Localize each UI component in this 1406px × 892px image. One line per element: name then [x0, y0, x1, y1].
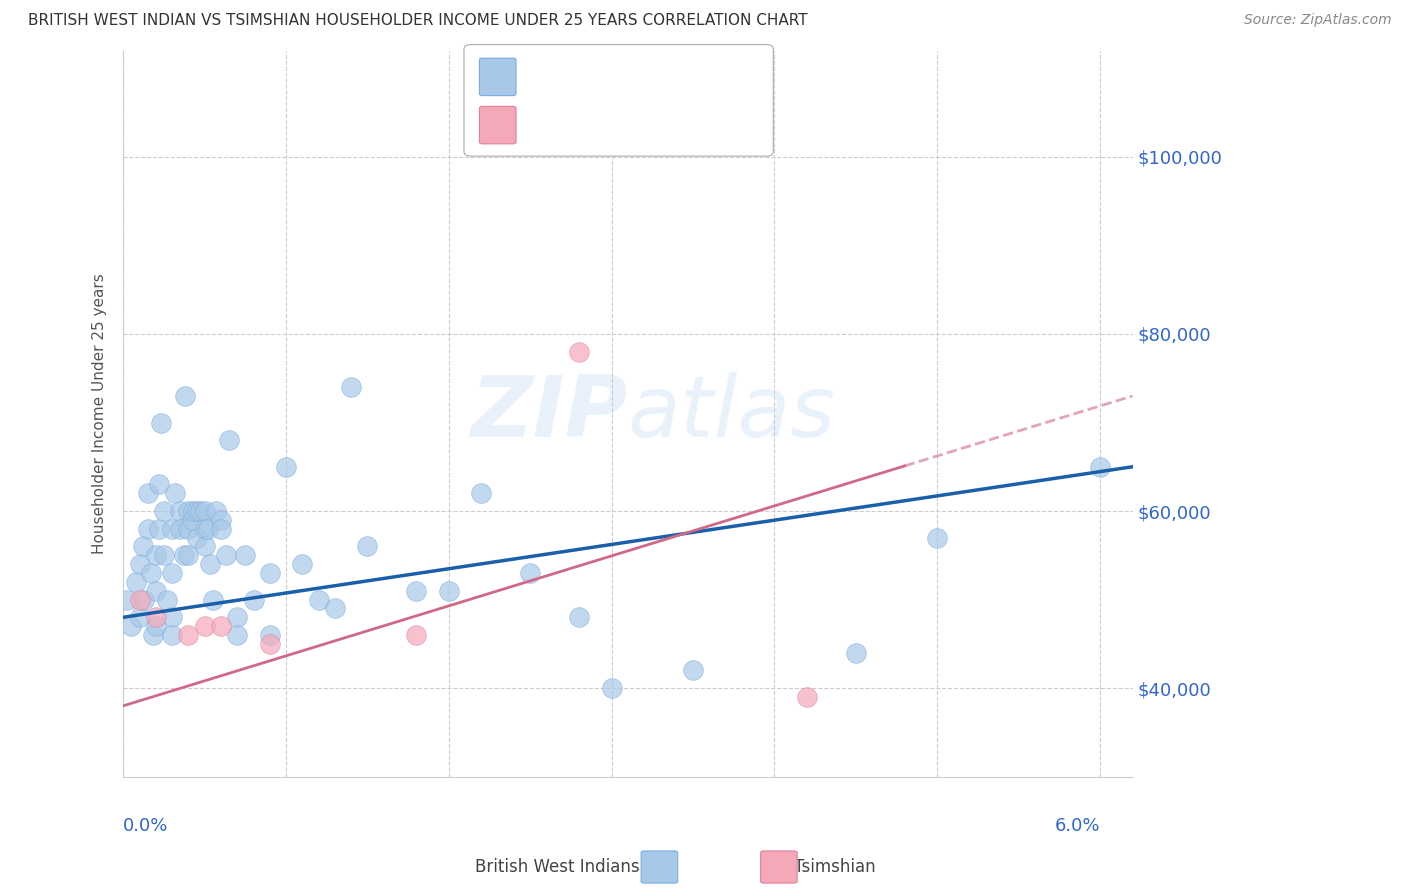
Point	[568, 610, 591, 624]
Point	[235, 549, 257, 563]
Text: ZIP: ZIP	[470, 372, 628, 455]
Point	[115, 592, 138, 607]
Point	[568, 344, 591, 359]
Point	[128, 610, 150, 624]
Point	[242, 592, 264, 607]
Point	[796, 690, 818, 704]
Point	[153, 549, 176, 563]
Point	[682, 664, 704, 678]
Point	[519, 566, 541, 580]
Point	[180, 513, 202, 527]
Point	[177, 522, 200, 536]
Point	[174, 389, 197, 403]
Point	[205, 504, 228, 518]
Text: N =: N =	[627, 69, 658, 87]
Point	[169, 522, 191, 536]
Point	[340, 380, 363, 394]
Point	[194, 504, 217, 518]
Point	[145, 583, 167, 598]
Text: Source: ZipAtlas.com: Source: ZipAtlas.com	[1244, 13, 1392, 28]
Text: R =: R =	[522, 69, 558, 87]
Text: Tsimshian: Tsimshian	[794, 858, 876, 876]
Point	[145, 549, 167, 563]
Point	[845, 646, 868, 660]
Point	[405, 583, 427, 598]
Text: atlas: atlas	[628, 372, 837, 455]
Point	[148, 477, 170, 491]
Point	[142, 628, 165, 642]
Point	[356, 540, 378, 554]
Point	[194, 540, 217, 554]
Point	[173, 549, 195, 563]
Text: BRITISH WEST INDIAN VS TSIMSHIAN HOUSEHOLDER INCOME UNDER 25 YEARS CORRELATION C: BRITISH WEST INDIAN VS TSIMSHIAN HOUSEHO…	[28, 13, 807, 29]
Point	[134, 592, 156, 607]
Point	[128, 592, 150, 607]
Point	[145, 610, 167, 624]
Text: 0.0%: 0.0%	[124, 816, 169, 835]
Text: 6.0%: 6.0%	[1054, 816, 1099, 835]
Point	[291, 557, 314, 571]
Text: 70: 70	[666, 69, 689, 87]
Point	[405, 628, 427, 642]
Point	[160, 566, 183, 580]
Point	[1088, 459, 1111, 474]
Point	[136, 486, 159, 500]
Y-axis label: Householder Income Under 25 years: Householder Income Under 25 years	[93, 273, 107, 554]
Text: 7: 7	[666, 117, 678, 135]
Text: 0.583: 0.583	[568, 117, 620, 135]
Text: 0.271: 0.271	[568, 69, 620, 87]
Point	[927, 531, 949, 545]
Point	[160, 610, 183, 624]
Text: N =: N =	[627, 117, 669, 135]
Point	[136, 522, 159, 536]
Point	[274, 459, 297, 474]
Point	[177, 628, 200, 642]
Point	[186, 531, 208, 545]
Point	[470, 486, 492, 500]
Point	[215, 549, 238, 563]
Point	[259, 566, 281, 580]
Point	[128, 557, 150, 571]
Point	[201, 592, 224, 607]
Point	[197, 522, 219, 536]
Point	[120, 619, 142, 633]
Point	[125, 574, 148, 589]
Text: British West Indians: British West Indians	[475, 858, 640, 876]
Point	[226, 628, 249, 642]
Point	[188, 504, 211, 518]
Point	[165, 486, 187, 500]
Point	[209, 513, 232, 527]
Point	[600, 681, 623, 695]
Point	[181, 504, 204, 518]
Point	[308, 592, 330, 607]
Point	[198, 557, 221, 571]
Text: R =: R =	[522, 117, 558, 135]
Point	[259, 637, 281, 651]
Point	[437, 583, 460, 598]
Point	[218, 434, 240, 448]
Point	[153, 504, 176, 518]
Point	[160, 522, 183, 536]
Point	[194, 522, 217, 536]
Point	[145, 619, 167, 633]
Point	[177, 549, 200, 563]
Point	[194, 619, 217, 633]
Point	[156, 592, 179, 607]
Point	[160, 628, 183, 642]
Point	[169, 504, 191, 518]
Point	[209, 522, 232, 536]
Point	[323, 601, 346, 615]
Point	[139, 566, 162, 580]
Point	[186, 504, 208, 518]
Point	[209, 619, 232, 633]
Point	[149, 416, 172, 430]
Point	[177, 504, 200, 518]
Point	[132, 540, 155, 554]
Point	[148, 522, 170, 536]
Point	[259, 628, 281, 642]
Point	[226, 610, 249, 624]
